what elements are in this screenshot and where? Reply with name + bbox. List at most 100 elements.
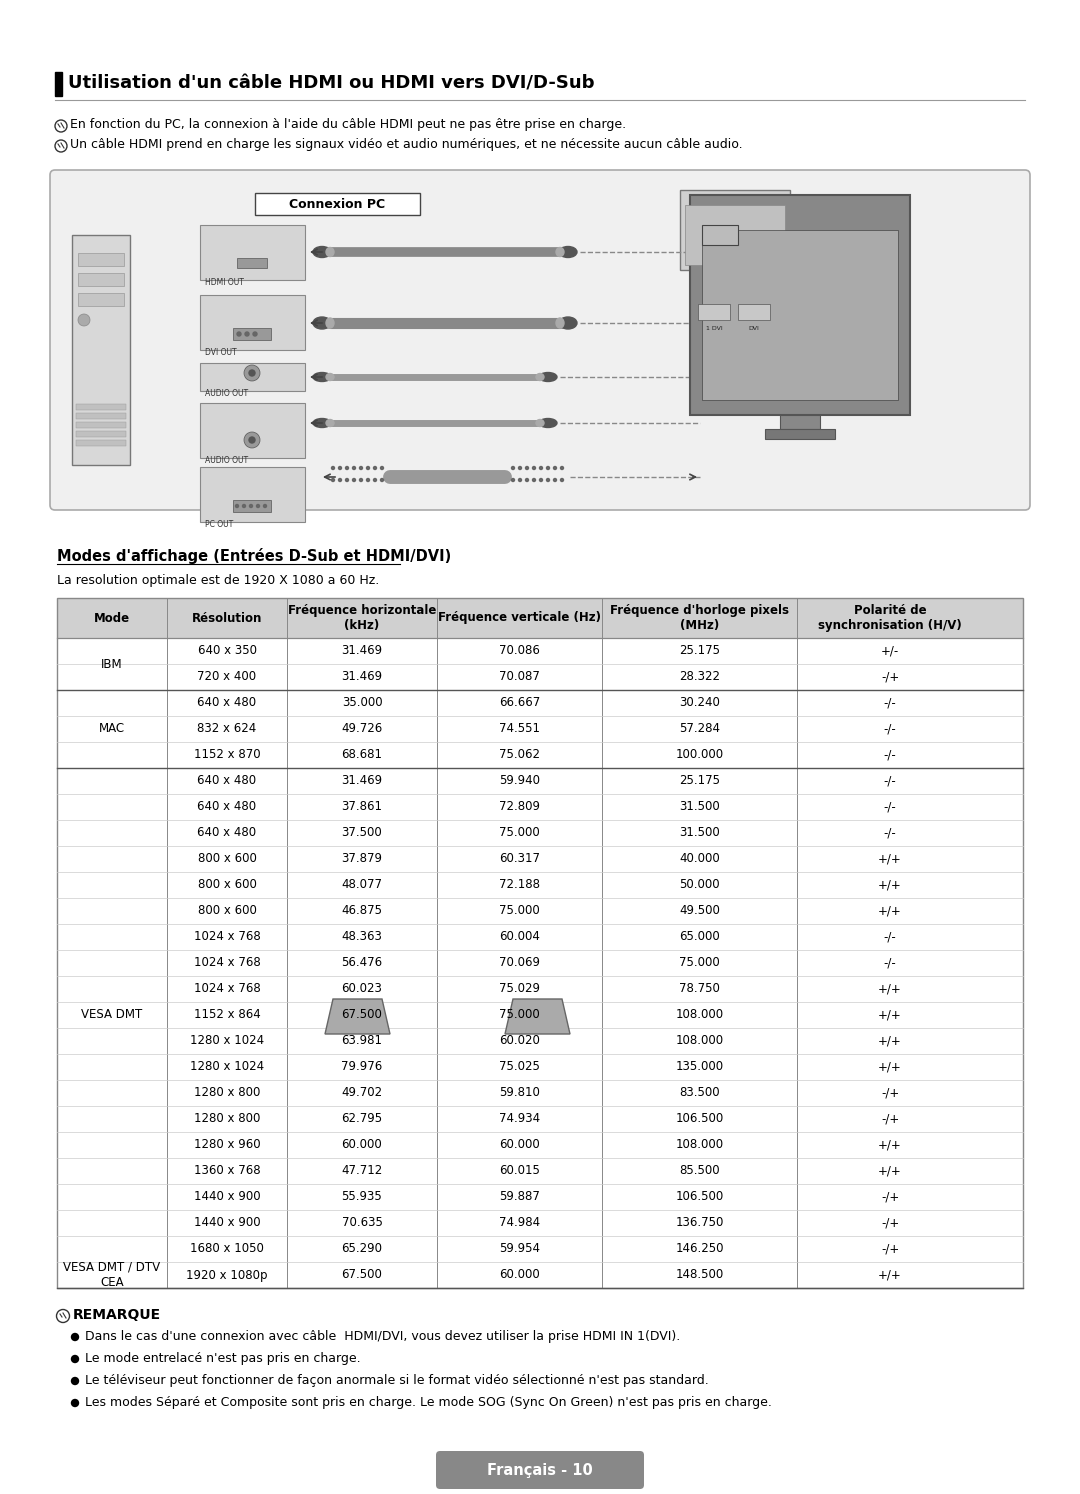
Text: 60.317: 60.317 xyxy=(499,853,540,865)
Circle shape xyxy=(244,365,260,381)
Bar xyxy=(76,421,126,427)
Ellipse shape xyxy=(556,248,564,257)
Circle shape xyxy=(237,332,241,336)
Text: 75.025: 75.025 xyxy=(499,1061,540,1074)
Circle shape xyxy=(554,466,556,469)
Text: 68.681: 68.681 xyxy=(341,748,382,762)
Bar xyxy=(57,598,1023,638)
Bar xyxy=(200,226,305,279)
Bar xyxy=(233,500,271,512)
Circle shape xyxy=(374,466,377,469)
Circle shape xyxy=(526,478,528,481)
Text: +/+: +/+ xyxy=(878,1138,902,1152)
Ellipse shape xyxy=(313,317,330,329)
Text: Résolution: Résolution xyxy=(192,611,262,624)
Text: 65.000: 65.000 xyxy=(679,931,720,944)
Bar xyxy=(233,329,271,341)
Text: 1280 x 800: 1280 x 800 xyxy=(193,1113,260,1125)
Polygon shape xyxy=(505,999,570,1034)
Bar xyxy=(680,190,789,270)
Text: +/+: +/+ xyxy=(878,1034,902,1047)
Circle shape xyxy=(561,466,564,469)
Text: 55.935: 55.935 xyxy=(341,1191,382,1204)
Text: 31.500: 31.500 xyxy=(679,826,720,840)
Text: 800 x 600: 800 x 600 xyxy=(198,853,256,865)
Circle shape xyxy=(374,478,377,481)
Text: 1152 x 864: 1152 x 864 xyxy=(193,1008,260,1022)
Bar xyxy=(55,72,62,96)
Text: 83.500: 83.500 xyxy=(679,1086,719,1100)
Circle shape xyxy=(526,466,528,469)
Text: 28.322: 28.322 xyxy=(679,671,720,683)
Text: DVI OUT: DVI OUT xyxy=(205,348,237,357)
Text: -/-: -/- xyxy=(883,748,896,762)
Bar xyxy=(685,205,785,264)
Circle shape xyxy=(360,478,363,481)
Text: 85.500: 85.500 xyxy=(679,1164,719,1177)
Text: 1152 x 870: 1152 x 870 xyxy=(193,748,260,762)
Bar xyxy=(76,403,126,409)
Text: 70.635: 70.635 xyxy=(341,1216,382,1230)
Text: -/-: -/- xyxy=(883,956,896,970)
Text: 75.000: 75.000 xyxy=(499,826,540,840)
Circle shape xyxy=(249,438,255,444)
Text: 35.000: 35.000 xyxy=(341,696,382,710)
Text: 30.240: 30.240 xyxy=(679,696,720,710)
Circle shape xyxy=(332,478,335,481)
Circle shape xyxy=(352,466,355,469)
Ellipse shape xyxy=(326,248,334,257)
Text: 48.077: 48.077 xyxy=(341,878,382,892)
Text: En fonction du PC, la connexion à l'aide du câble HDMI peut ne pas être prise en: En fonction du PC, la connexion à l'aide… xyxy=(70,118,626,131)
Text: IBM: IBM xyxy=(102,657,123,671)
Text: -/+: -/+ xyxy=(881,1243,900,1255)
Text: Le téléviseur peut fonctionner de façon anormale si le format vidéo sélectionné : Le téléviseur peut fonctionner de façon … xyxy=(85,1374,708,1386)
Ellipse shape xyxy=(559,317,577,329)
Text: 1440 x 900: 1440 x 900 xyxy=(193,1216,260,1230)
Text: -/-: -/- xyxy=(883,826,896,840)
Text: -/+: -/+ xyxy=(881,1113,900,1125)
Text: 146.250: 146.250 xyxy=(675,1243,724,1255)
Ellipse shape xyxy=(313,247,330,257)
Text: 67.500: 67.500 xyxy=(341,1008,382,1022)
Text: 108.000: 108.000 xyxy=(675,1138,724,1152)
Text: -/-: -/- xyxy=(883,696,896,710)
Circle shape xyxy=(253,332,257,336)
Circle shape xyxy=(532,466,536,469)
Text: 1024 x 768: 1024 x 768 xyxy=(193,983,260,995)
Text: 1024 x 768: 1024 x 768 xyxy=(193,931,260,944)
Circle shape xyxy=(235,505,239,508)
Bar xyxy=(780,415,820,429)
Text: 78.750: 78.750 xyxy=(679,983,720,995)
Circle shape xyxy=(257,505,259,508)
Circle shape xyxy=(71,1377,79,1385)
Ellipse shape xyxy=(559,247,577,257)
Ellipse shape xyxy=(326,374,334,381)
Circle shape xyxy=(249,505,253,508)
Circle shape xyxy=(249,371,255,376)
Text: 135.000: 135.000 xyxy=(675,1061,724,1074)
Bar xyxy=(57,598,1023,1288)
Circle shape xyxy=(71,1355,79,1363)
Text: 72.809: 72.809 xyxy=(499,801,540,814)
Bar xyxy=(255,193,420,215)
Bar xyxy=(690,196,910,415)
Text: 40.000: 40.000 xyxy=(679,853,720,865)
Bar xyxy=(76,441,126,447)
Text: 108.000: 108.000 xyxy=(675,1034,724,1047)
Bar xyxy=(76,430,126,438)
Circle shape xyxy=(561,478,564,481)
Circle shape xyxy=(532,478,536,481)
Circle shape xyxy=(540,478,542,481)
Text: 1024 x 768: 1024 x 768 xyxy=(193,956,260,970)
Text: 1280 x 1024: 1280 x 1024 xyxy=(190,1034,265,1047)
Circle shape xyxy=(352,478,355,481)
Text: 60.000: 60.000 xyxy=(499,1268,540,1282)
Text: +/+: +/+ xyxy=(878,1164,902,1177)
Text: Fréquence d'horloge pixels
(MHz): Fréquence d'horloge pixels (MHz) xyxy=(610,604,789,632)
Text: 60.000: 60.000 xyxy=(499,1138,540,1152)
Text: AUDIO OUT: AUDIO OUT xyxy=(205,456,248,465)
Circle shape xyxy=(380,478,383,481)
Circle shape xyxy=(71,1334,79,1340)
Text: DVI: DVI xyxy=(748,326,759,330)
Ellipse shape xyxy=(536,374,544,381)
